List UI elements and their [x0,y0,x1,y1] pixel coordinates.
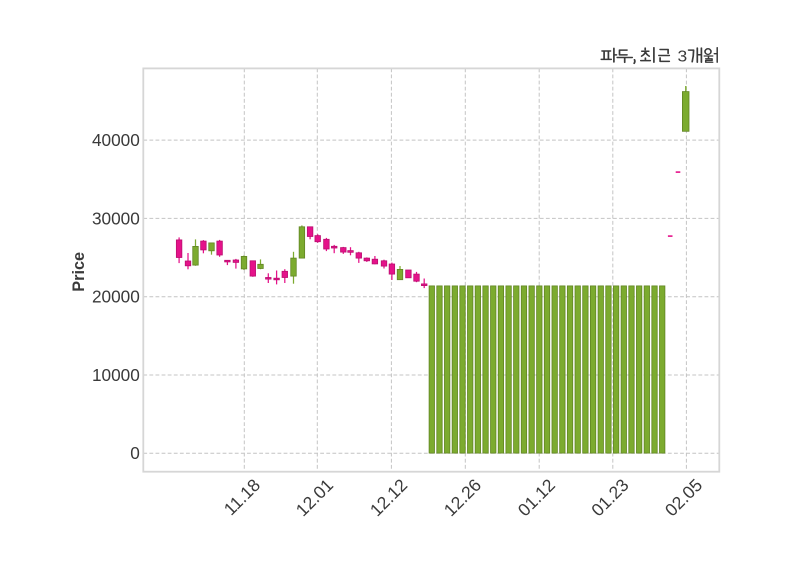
svg-text:0: 0 [130,443,140,463]
svg-text:Price: Price [70,252,88,292]
svg-text:20000: 20000 [92,287,140,307]
svg-text:40000: 40000 [92,130,140,150]
svg-text:10000: 10000 [92,365,140,385]
svg-text:3: 3 [677,48,687,65]
svg-text:30000: 30000 [92,208,140,228]
